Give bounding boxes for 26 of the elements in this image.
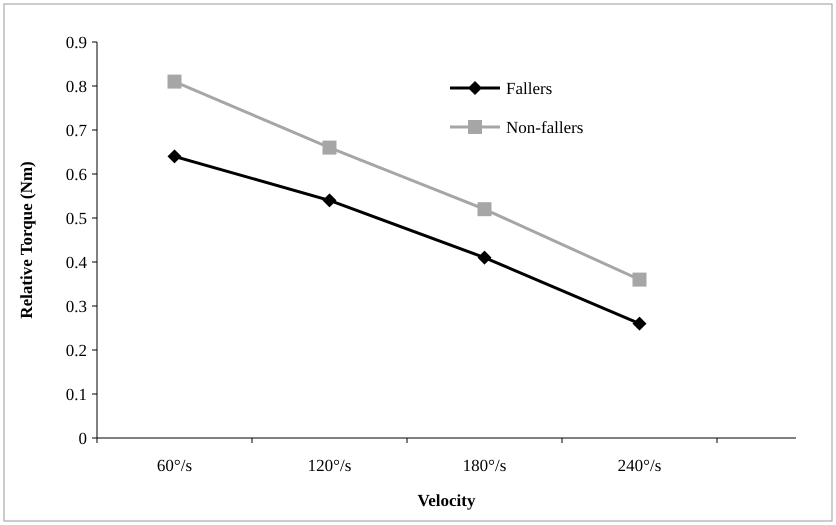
y-tick-label: 0.8 [66,76,87,96]
y-tick-label: 0.6 [66,164,87,184]
point [632,272,646,287]
y-tick-label: 0.1 [66,384,87,404]
y-tick-label: 0.4 [66,252,88,272]
legend-label: Non-fallers [506,118,584,137]
y-tick-label: 0.9 [66,32,87,52]
x-axis-title: Velocity [418,491,476,510]
point [478,250,492,265]
point [632,316,646,331]
y-tick-label: 0.2 [66,340,87,360]
y-tick-label: 0 [78,428,87,448]
y-tick-label: 0.7 [66,120,88,140]
x-tick-label: 120°/s [308,456,352,475]
y-tick-label: 0.5 [66,208,87,228]
legend-label: Fallers [506,78,552,98]
point [322,140,336,155]
x-tick-label: 240°/s [618,456,662,475]
y-axis-title: Relative Torque (Nm) [17,161,36,319]
point [168,74,182,89]
point [478,202,492,216]
point [168,149,182,164]
x-tick-label: 60°/s [156,456,192,475]
x-tick-label: 180°/s [462,456,506,475]
point [322,193,336,208]
y-tick-label: 0.3 [66,296,87,316]
